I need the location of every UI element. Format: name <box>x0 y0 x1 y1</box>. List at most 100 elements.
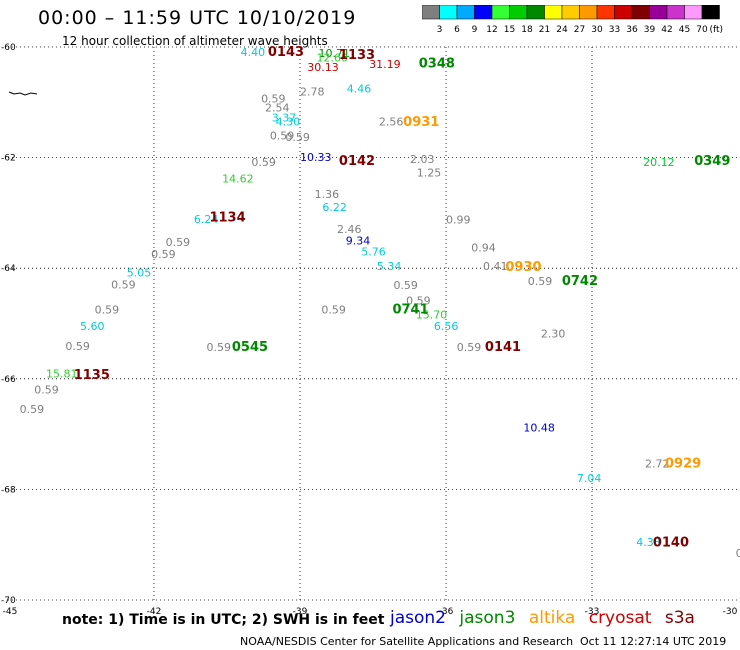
wave-height-value: 6.22 <box>322 201 347 214</box>
legend-label: 18 <box>521 25 533 35</box>
wave-height-value: 4.40 <box>241 46 265 59</box>
wave-height-value: 15.81 <box>46 368 78 381</box>
color-legend: 3 6 9 12 15 18 21 24 27 30 33 36 39 42 45 70 (ft) <box>422 5 724 35</box>
lon-tick-label: -30 <box>723 607 738 617</box>
legend-unit: (ft) <box>710 25 724 35</box>
wave-height-value: 12.60 <box>317 51 349 64</box>
credit-line: NOAA/NESDIS Center for Satellite Applica… <box>240 635 574 648</box>
orbit-time-label: 1133 <box>339 48 375 63</box>
wave-height-value: 0.59 <box>20 403 45 416</box>
wave-height-value: 2.54 <box>265 102 290 115</box>
lat-tick-label: -66 <box>1 375 16 385</box>
wave-height-value: 0.59 <box>270 129 295 142</box>
wave-height-value: 30.13 <box>307 61 339 74</box>
orbit-time-label: 0545 <box>232 340 268 355</box>
wave-height-value: 0.59 <box>321 304 346 317</box>
legend-label: 36 <box>626 25 638 35</box>
wave-height-value: 0.59 <box>285 131 310 144</box>
wave-height-value: 9.34 <box>346 234 371 247</box>
legend-label: 27 <box>574 25 585 35</box>
wave-height-value: 5.05 <box>127 266 152 279</box>
wave-height-value: 1.36 <box>315 188 340 201</box>
wave-height-value: 0.59 <box>166 236 191 249</box>
wave-height-value: 0.41 <box>483 260 508 273</box>
wave-height-value: 4.30 <box>276 116 301 129</box>
satellite-altika: altika <box>528 608 576 628</box>
legend-label: 33 <box>609 25 620 35</box>
wave-height-value: 2.56 <box>379 116 404 129</box>
orbit-time-label: 0141 <box>485 340 521 355</box>
wave-height-value: 2.46 <box>337 223 362 236</box>
units-note: note: 1) Time is in UTC; 2) SWH is in fe… <box>62 612 385 628</box>
orbit-time-label: 0930 <box>505 260 541 275</box>
wave-height-value: 0.94 <box>471 242 496 255</box>
wave-height-value: 2.78 <box>300 86 325 99</box>
wave-height-value: 0.59 <box>528 275 553 288</box>
page-subtitle: 12 hour collection of altimeter wave hei… <box>62 34 328 48</box>
wave-height-value: 2.30 <box>541 327 566 340</box>
legend-label: 21 <box>539 25 550 35</box>
wave-height-value: 31.19 <box>369 58 401 71</box>
wave-height-value: 2.72 <box>645 457 670 470</box>
lon-tick-label: -42 <box>147 607 162 617</box>
orbit-time-label: 0348 <box>419 56 455 71</box>
legend-swatch <box>701 5 720 20</box>
lat-tick-label: -62 <box>1 154 16 164</box>
orbit-time-label: 0142 <box>339 154 375 169</box>
legend-label: 24 <box>556 25 568 35</box>
legend-label: 70 <box>696 25 708 35</box>
orbit-time-label: 0741 <box>392 303 428 318</box>
orbit-time-label: 0742 <box>562 274 598 289</box>
wave-height-value: 0.59 <box>95 304 120 317</box>
orbit-time-label: 0931 <box>403 115 439 130</box>
wave-height-value: 15.70 <box>416 309 448 322</box>
lon-tick-label: -36 <box>439 607 454 617</box>
wave-height-value: 0.59 <box>34 384 59 397</box>
wave-height-value: 0.59 <box>457 341 482 354</box>
satellite-jason3: jason3 <box>459 608 516 628</box>
orbit-time-label: 1135 <box>74 368 110 383</box>
orbit-time-label: 1134 <box>209 211 245 226</box>
lat-tick-label: -60 <box>1 43 16 53</box>
wave-height-value: 7.04 <box>577 472 602 485</box>
generated-timestamp: Oct 11 12:27:14 UTC 2019 <box>580 635 727 648</box>
satellite-s3a: s3a <box>664 608 695 628</box>
orbit-time-label: 0140 <box>653 535 689 550</box>
orbit-time-label: 0929 <box>665 456 701 471</box>
legend-label: 9 <box>472 25 478 35</box>
wave-height-value: 0.59 <box>261 92 286 105</box>
lon-tick-label: -45 <box>3 607 18 617</box>
satellite-cryosat: cryosat <box>588 608 652 628</box>
wave-height-value: 0.59 <box>65 340 90 353</box>
wave-height-value: 5.60 <box>80 320 105 333</box>
satellite-key: jason2 jason3 altika cryosat s3a <box>390 608 703 628</box>
wave-height-value: 4.33 <box>636 536 661 549</box>
lat-tick-label: -68 <box>1 485 16 495</box>
wave-height-value: 6.56 <box>434 320 459 333</box>
wave-height-value: 0.59 <box>111 279 136 292</box>
lat-tick-label: -64 <box>1 264 16 274</box>
legend-label: 6 <box>454 25 460 35</box>
legend-label: 39 <box>644 25 656 35</box>
wave-height-value: 0. <box>736 547 740 560</box>
legend-label: 30 <box>591 25 603 35</box>
legend-label: 15 <box>504 25 515 35</box>
wave-height-value: 0.59 <box>406 295 431 308</box>
legend-label: 3 <box>437 25 443 35</box>
satellite-jason2: jason2 <box>390 608 446 628</box>
wave-height-value: 0.99 <box>446 213 471 226</box>
wave-height-value: 20.12 <box>643 156 675 169</box>
legend-label: 45 <box>679 25 690 35</box>
wave-height-value: 0.59 <box>207 341 232 354</box>
wave-height-value: 10.71 <box>318 47 350 60</box>
wave-height-value: 10.48 <box>523 421 555 434</box>
coastline <box>8 91 38 96</box>
orbit-time-label: 0143 <box>268 45 304 60</box>
lon-tick-label: -39 <box>293 607 308 617</box>
wave-height-value: 10.33 <box>300 151 332 164</box>
wave-height-value: 0.59 <box>151 248 176 261</box>
wave-height-value: 3.37 <box>272 112 297 125</box>
lat-tick-label: -70 <box>1 596 16 606</box>
lon-tick-label: -33 <box>585 607 600 617</box>
